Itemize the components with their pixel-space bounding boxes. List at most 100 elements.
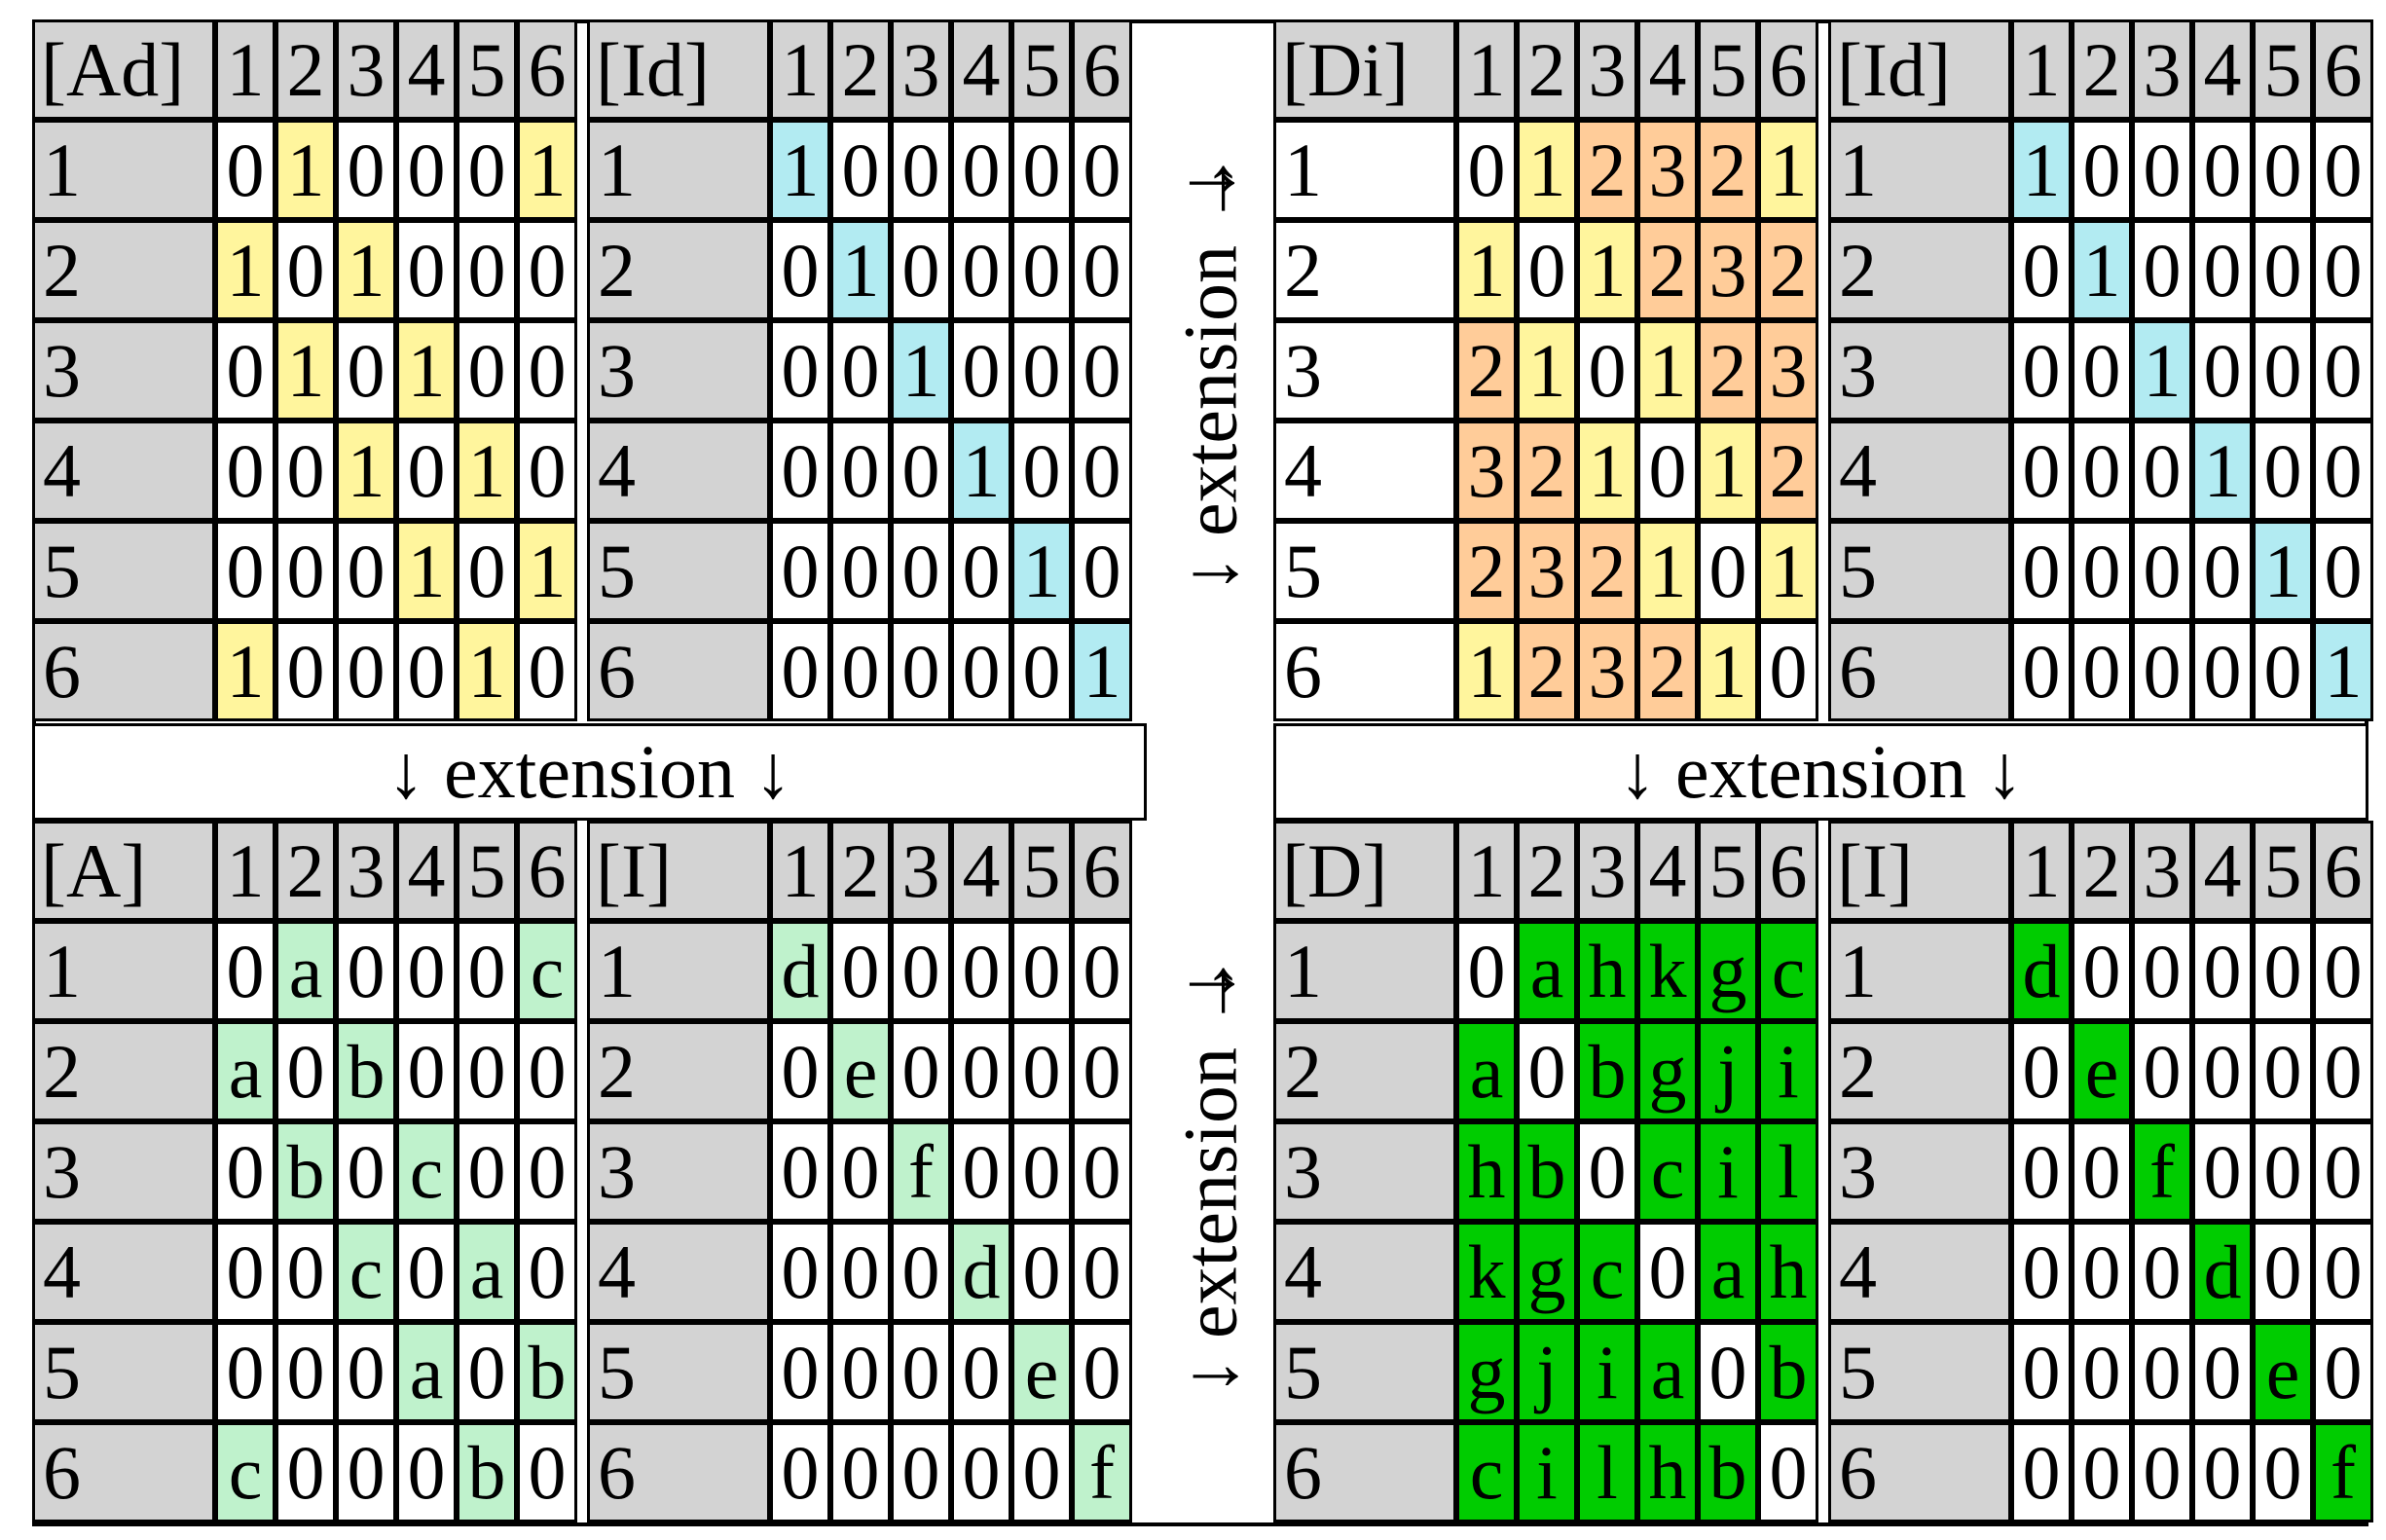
matrix-cell: 1	[275, 120, 336, 220]
row-header: 4	[32, 1222, 215, 1322]
matrix-cell: 0	[830, 1121, 891, 1222]
matrix-cell: 0	[396, 1422, 457, 1522]
matrix-cell: a	[1637, 1322, 1698, 1422]
matrix-cell: i	[1758, 1021, 1818, 1121]
matrix-cell: 0	[215, 521, 275, 621]
matrix-cell: 2	[1456, 320, 1517, 421]
column-header: 2	[1517, 19, 1577, 120]
row-header: 2	[587, 1021, 770, 1121]
row-header: 2	[1273, 220, 1456, 320]
column-header: 1	[1456, 19, 1517, 120]
matrix-cell: 0	[891, 220, 951, 320]
matrix-cell: 0	[2132, 621, 2192, 721]
column-header: 6	[517, 821, 577, 921]
matrix-cell: 0	[2253, 1021, 2313, 1121]
matrix-cell: 0	[1577, 320, 1637, 421]
extension-band-left-label: ↓ extension ↓	[386, 729, 792, 814]
matrix-cell: c	[396, 1121, 457, 1222]
matrix-cell: 2	[1517, 421, 1577, 521]
matrix-cell: 3	[1577, 621, 1637, 721]
matrix-cell: 0	[2192, 120, 2253, 220]
matrix-cell: 1	[1698, 621, 1758, 721]
arrow-right-bottom-glyph: →	[1174, 929, 1250, 1013]
matrix-cell: 0	[2132, 120, 2192, 220]
matrix-cell: 0	[396, 1222, 457, 1322]
matrix-cell: 1	[457, 421, 517, 521]
matrix-cell: d	[2192, 1222, 2253, 1322]
matrix-cell: b	[1698, 1422, 1758, 1522]
matrix-cell: 0	[336, 921, 396, 1021]
matrix-cell: 0	[1072, 921, 1132, 1021]
matrix-cell: 1	[1072, 621, 1132, 721]
matrix-cell: 0	[891, 1422, 951, 1522]
matrix-cell: 0	[770, 1021, 830, 1121]
column-header: 1	[215, 19, 275, 120]
matrix-cell: e	[2253, 1322, 2313, 1422]
column-header: 5	[2253, 19, 2313, 120]
column-header: 6	[2313, 821, 2373, 921]
matrix-cell: 0	[2132, 220, 2192, 320]
row-header: 1	[587, 120, 770, 220]
matrix-cell: 0	[457, 120, 517, 220]
matrix-cell: 0	[275, 621, 336, 721]
matrix-cell: 0	[951, 120, 1011, 220]
matrix-cell: 0	[336, 1322, 396, 1422]
matrix-cell: 0	[2011, 421, 2072, 521]
row-header: 6	[1273, 621, 1456, 721]
matrix-cell: 0	[770, 1222, 830, 1322]
row-header: 3	[32, 1121, 215, 1222]
matrix-cell: a	[1517, 921, 1577, 1021]
matrix-cell: 0	[457, 521, 517, 621]
matrix-cell: 1	[2253, 521, 2313, 621]
matrix-cell: 0	[2253, 1222, 2313, 1322]
matrix-cell: 1	[1577, 421, 1637, 521]
row-header: 2	[1828, 220, 2011, 320]
matrix-cell: 0	[1011, 1021, 1072, 1121]
matrix-cell: 2	[1637, 621, 1698, 721]
row-header: 4	[32, 421, 215, 521]
matrix-cell: d	[770, 921, 830, 1021]
matrix-title: [D]	[1273, 821, 1456, 921]
column-header: 1	[1456, 821, 1517, 921]
row-header: 5	[1828, 521, 2011, 621]
matrix-cell: 2	[1577, 521, 1637, 621]
column-header: 4	[396, 19, 457, 120]
matrix-cell: 0	[215, 1322, 275, 1422]
matrix-cell: 1	[336, 421, 396, 521]
matrix-cell: 0	[275, 1322, 336, 1422]
column-header: 5	[1698, 19, 1758, 120]
column-header: 1	[2011, 19, 2072, 120]
row-header: 5	[32, 521, 215, 621]
matrix-cell: 2	[1758, 220, 1818, 320]
matrix-cell: 0	[2011, 1322, 2072, 1422]
matrix-cell: 0	[2011, 1121, 2072, 1222]
row-header: 2	[32, 220, 215, 320]
matrix-cell: 0	[891, 921, 951, 1021]
matrix-cell: d	[951, 1222, 1011, 1322]
row-header: 1	[32, 921, 215, 1021]
matrix-cell: 0	[830, 1222, 891, 1322]
matrix-cell: 2	[1758, 421, 1818, 521]
matrix-cell: 0	[457, 1121, 517, 1222]
row-header: 6	[1273, 1422, 1456, 1522]
matrix-cell: 1	[1758, 120, 1818, 220]
matrix-cell: b	[517, 1322, 577, 1422]
matrix-cell: 0	[770, 1121, 830, 1222]
matrix-cell: 1	[1011, 521, 1072, 621]
matrix-cell: 0	[215, 421, 275, 521]
row-header: 5	[32, 1322, 215, 1422]
matrix-cell: 1	[830, 220, 891, 320]
matrix-cell: 0	[396, 921, 457, 1021]
matrix-cell: 0	[215, 320, 275, 421]
matrix-cell: 1	[1517, 120, 1577, 220]
row-header: 3	[587, 320, 770, 421]
column-header: 4	[951, 821, 1011, 921]
matrix-cell: 0	[1011, 921, 1072, 1021]
matrix-cell: f	[2132, 1121, 2192, 1222]
matrix-cell: 0	[1011, 1422, 1072, 1522]
matrix-cell: 0	[770, 621, 830, 721]
matrix-cell: 0	[2313, 521, 2373, 621]
matrix-cell: 0	[457, 1322, 517, 1422]
matrix-cell: 0	[2072, 421, 2132, 521]
